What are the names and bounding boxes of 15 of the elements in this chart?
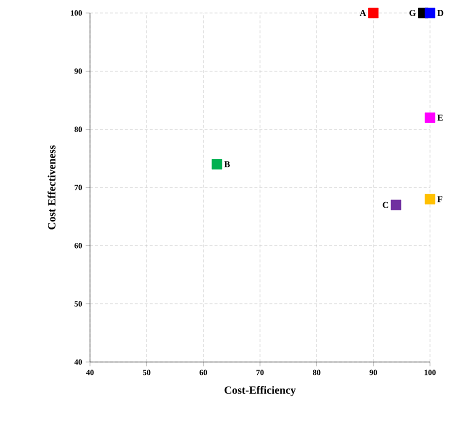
series-label: F — [437, 196, 442, 202]
point — [212, 159, 222, 170]
series-label: G — [409, 10, 416, 16]
series-label: C — [382, 202, 388, 208]
point — [368, 8, 379, 18]
point — [390, 200, 402, 210]
series-label: B — [224, 161, 230, 168]
y-axis-title: Cost Effectiveness — [48, 145, 56, 230]
point — [424, 112, 436, 123]
series-label: D — [437, 10, 444, 16]
point — [424, 8, 436, 18]
point — [424, 194, 436, 204]
x-axis-title: Cost-Efficiency — [224, 386, 296, 396]
series-label: E — [437, 114, 443, 121]
series-label: A — [360, 10, 366, 16]
